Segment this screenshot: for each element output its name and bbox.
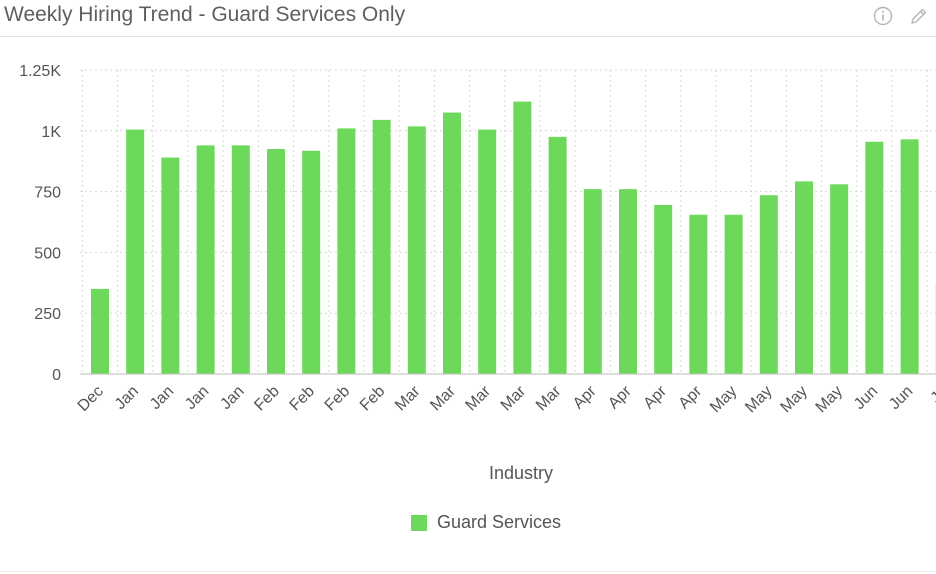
bar	[407, 126, 426, 375]
bar	[126, 129, 145, 374]
x-tick-label: Dec	[75, 383, 107, 415]
x-tick-label: Jan	[182, 383, 212, 413]
x-tick-label: Mar	[463, 382, 495, 414]
x-tick-label: Feb	[287, 383, 319, 415]
legend-label: Guard Services	[437, 512, 562, 532]
x-tick-label: Jun	[851, 383, 881, 413]
y-tick-label: 250	[34, 306, 61, 323]
y-tick-label: 500	[34, 245, 61, 262]
legend-item-guard-services[interactable]: Guard Services	[411, 512, 561, 533]
x-tick-label: Jun	[886, 383, 916, 413]
x-tick-label: Feb	[322, 383, 354, 415]
x-tick-label: Mar	[392, 382, 424, 414]
x-tick-label: Feb	[357, 383, 389, 415]
x-tick-label: May	[707, 383, 740, 416]
bar	[865, 141, 884, 374]
x-tick-label: May	[742, 383, 775, 416]
y-tick-label: 1K	[41, 124, 61, 141]
bar	[795, 181, 813, 374]
x-tick-label: Mar	[533, 382, 565, 414]
bar-chart: 0 250 500 750 1K 1.25K Dec Jan Jan Jan Jan Feb Feb Fe…	[0, 37, 936, 574]
chart-header: Weekly Hiring Trend - Guard Services Onl…	[0, 0, 936, 37]
bar	[900, 139, 919, 374]
bar	[443, 112, 461, 374]
bar	[337, 128, 356, 374]
x-tick-label: Apr	[605, 382, 635, 412]
bar	[372, 119, 391, 374]
x-tick-label: Feb	[251, 383, 283, 415]
bar	[91, 288, 109, 374]
bar	[583, 189, 602, 374]
info-icon[interactable]	[872, 5, 894, 27]
bar	[830, 184, 849, 374]
y-tick-label: 750	[34, 185, 61, 202]
bar	[196, 145, 215, 374]
x-tick-label: Jan	[217, 383, 247, 413]
bar	[548, 136, 567, 374]
bar	[654, 204, 673, 374]
chart-title: Weekly Hiring Trend - Guard Services Onl…	[4, 3, 406, 26]
x-tick-label: Apr	[640, 382, 670, 412]
x-tick-label: Mar	[427, 382, 459, 414]
bar	[689, 214, 708, 374]
x-tick-label: May	[813, 383, 846, 416]
x-tick-label: Apr	[570, 382, 600, 412]
bar	[267, 149, 285, 374]
bar	[302, 150, 321, 374]
bar	[724, 214, 743, 374]
x-axis-title: Industry	[488, 463, 554, 483]
bar	[478, 129, 497, 374]
y-tick-label: 0	[52, 367, 61, 384]
x-tick-label: Jan	[147, 383, 177, 413]
bar	[161, 157, 180, 374]
x-tick-label: Ju	[928, 383, 936, 407]
x-tick-label: Mar	[498, 382, 530, 414]
x-tick-label: Jan	[112, 383, 142, 413]
pencil-icon[interactable]	[908, 5, 930, 27]
y-tick-label: 1.25K	[19, 63, 61, 80]
legend-swatch	[411, 514, 427, 531]
bar	[231, 145, 250, 374]
bar	[619, 189, 637, 374]
x-tick-label: May	[777, 383, 810, 416]
footer-divider	[0, 571, 936, 572]
bar	[759, 195, 778, 374]
bar	[513, 101, 532, 374]
x-tick-label: Apr	[676, 382, 706, 412]
